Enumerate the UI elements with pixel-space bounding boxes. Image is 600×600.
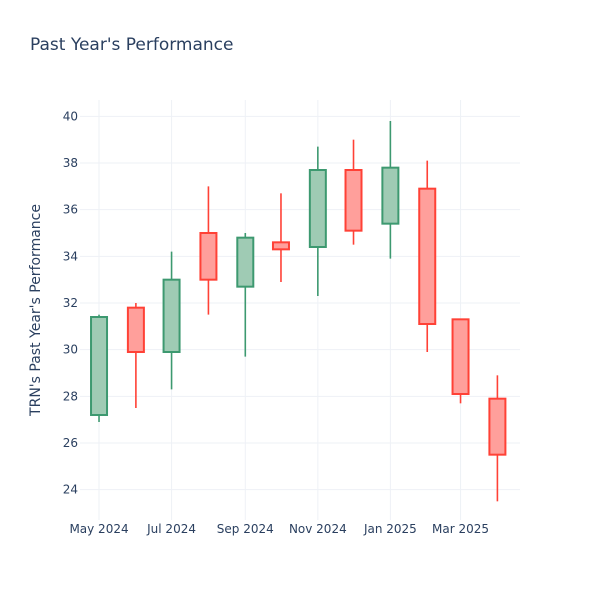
- x-tick-label: Sep 2024: [217, 522, 274, 536]
- candle-body: [344, 169, 363, 232]
- candle-body: [418, 187, 437, 325]
- y-tick-label: 26: [63, 436, 78, 450]
- candle-up: [90, 314, 109, 422]
- candle-body: [271, 241, 290, 251]
- candles: [90, 121, 507, 502]
- candle-down: [488, 375, 507, 502]
- candle-down: [344, 139, 363, 245]
- candle-body: [162, 278, 181, 353]
- y-axis-title: TRN's Past Year's Performance: [28, 204, 44, 417]
- candle-body: [90, 316, 109, 416]
- candle-down: [271, 193, 290, 282]
- x-tick-label: May 2024: [69, 522, 128, 536]
- candle-down: [199, 186, 218, 315]
- y-tick-label: 34: [63, 249, 78, 263]
- x-tick-label: Nov 2024: [289, 522, 347, 536]
- x-tick-label: Jan 2025: [363, 522, 417, 536]
- candle-body: [126, 306, 145, 353]
- candle-down: [126, 303, 145, 408]
- candle-body: [451, 318, 470, 396]
- candle-body: [236, 236, 255, 288]
- y-tick-label: 28: [63, 389, 78, 403]
- y-tick-label: 32: [63, 296, 78, 310]
- x-tick-label: Mar 2025: [432, 522, 489, 536]
- candle-body: [308, 169, 327, 248]
- candle-up: [236, 233, 255, 357]
- candle-body: [488, 397, 507, 456]
- candle-down: [451, 318, 470, 404]
- chart-title: Past Year's Performance: [30, 35, 234, 55]
- candle-up: [162, 251, 181, 390]
- candle-body: [199, 232, 218, 281]
- y-tick-label: 24: [63, 483, 78, 497]
- candle-up: [381, 121, 400, 259]
- candle-up: [308, 146, 327, 296]
- y-tick-label: 38: [63, 156, 78, 170]
- candle-down: [418, 160, 437, 352]
- x-tick-label: Jul 2024: [146, 522, 196, 536]
- y-tick-label: 36: [63, 203, 78, 217]
- grid: [80, 100, 520, 520]
- y-tick-label: 30: [63, 343, 78, 357]
- axes: 24 26 28 30 32 34 36 38 40 May 2024 Jul 2024 Sep 20…: [63, 109, 489, 536]
- candle-body: [381, 166, 400, 225]
- y-tick-label: 40: [63, 109, 78, 123]
